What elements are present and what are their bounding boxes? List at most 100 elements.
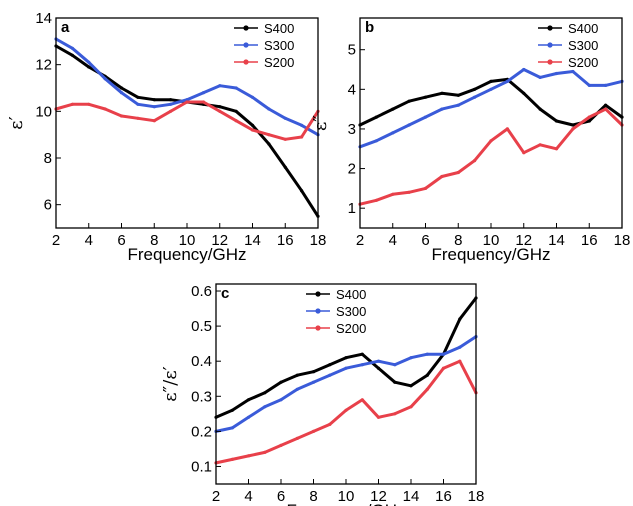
legend-label-s400: S400 bbox=[264, 21, 294, 36]
data-point bbox=[489, 87, 493, 91]
legend-label-s300: S300 bbox=[568, 38, 598, 53]
y-tick-label: 3 bbox=[348, 121, 356, 138]
data-point bbox=[250, 95, 255, 99]
y-tick-label: 12 bbox=[35, 57, 52, 74]
data-point bbox=[458, 345, 462, 349]
data-point bbox=[218, 105, 222, 109]
data-point bbox=[571, 123, 575, 127]
data-point bbox=[522, 151, 526, 155]
series-line-s400 bbox=[55, 44, 320, 218]
x-tick-label: 8 bbox=[150, 232, 158, 249]
data-point bbox=[295, 387, 299, 391]
data-point bbox=[152, 98, 156, 102]
data-point bbox=[300, 123, 304, 127]
data-point bbox=[267, 133, 271, 137]
series-s400 bbox=[54, 44, 320, 218]
data-point bbox=[425, 352, 429, 356]
x-tick-label: 14 bbox=[403, 488, 420, 505]
x-tick-label: 4 bbox=[244, 488, 252, 505]
y-tick-label: 10 bbox=[35, 103, 52, 120]
data-point bbox=[295, 436, 299, 440]
x-tick-label: 2 bbox=[356, 232, 364, 249]
x-tick-label: 12 bbox=[515, 232, 532, 249]
data-point bbox=[119, 114, 124, 118]
data-point bbox=[604, 107, 608, 111]
data-point bbox=[440, 91, 444, 95]
data-point bbox=[522, 91, 526, 95]
data-point bbox=[87, 60, 91, 64]
data-point bbox=[119, 91, 124, 95]
data-point bbox=[279, 443, 283, 447]
data-point bbox=[70, 102, 74, 106]
data-point bbox=[391, 107, 395, 111]
legend: S400 S300 S200 bbox=[234, 21, 294, 70]
data-point bbox=[409, 384, 413, 388]
legend: S400 S300 S200 bbox=[306, 287, 366, 336]
data-point bbox=[311, 429, 316, 433]
x-tick-label: 16 bbox=[435, 488, 452, 505]
x-tick-label: 18 bbox=[468, 488, 485, 505]
data-point bbox=[360, 352, 364, 356]
data-point bbox=[279, 398, 283, 402]
data-point bbox=[489, 79, 493, 83]
data-point bbox=[505, 79, 509, 83]
x-tick-label: 16 bbox=[581, 232, 598, 249]
legend-marker-s200 bbox=[315, 325, 321, 331]
data-point bbox=[300, 189, 304, 193]
x-tick-label: 2 bbox=[52, 232, 60, 249]
data-point bbox=[70, 53, 74, 57]
legend-marker-s300 bbox=[315, 308, 321, 314]
data-point bbox=[218, 84, 222, 88]
data-point bbox=[458, 317, 462, 321]
data-point bbox=[136, 95, 140, 99]
series-s400 bbox=[214, 296, 478, 419]
y-axis-label: ε″/ε′ bbox=[160, 366, 181, 402]
series-line-s200 bbox=[55, 100, 320, 141]
data-point bbox=[328, 363, 332, 367]
legend-marker-s200 bbox=[547, 59, 553, 65]
data-point bbox=[136, 116, 140, 120]
x-tick-label: 12 bbox=[211, 232, 228, 249]
y-tick-label: 6 bbox=[44, 197, 52, 214]
data-point bbox=[393, 412, 397, 416]
data-point bbox=[440, 107, 444, 111]
legend-marker-s400 bbox=[243, 25, 249, 31]
y-axis-label: ε″ bbox=[310, 115, 331, 131]
data-point bbox=[407, 123, 411, 127]
legend-label-s200: S200 bbox=[264, 55, 294, 70]
y-tick-label: 8 bbox=[44, 150, 52, 167]
legend-label-s200: S200 bbox=[568, 55, 598, 70]
data-point bbox=[344, 356, 348, 360]
data-point bbox=[70, 46, 74, 50]
data-point bbox=[328, 373, 332, 377]
data-point bbox=[571, 127, 575, 131]
x-tick-label: 16 bbox=[277, 232, 294, 249]
legend-label-s300: S300 bbox=[336, 304, 366, 319]
data-point bbox=[538, 107, 542, 111]
data-point bbox=[136, 102, 140, 106]
x-axis-label: Frequency/GHz bbox=[431, 245, 550, 264]
legend-marker-s200 bbox=[243, 59, 249, 65]
data-point bbox=[234, 109, 238, 113]
data-point bbox=[103, 107, 107, 111]
x-tick-label: 18 bbox=[310, 232, 327, 249]
data-point bbox=[201, 100, 205, 104]
y-tick-label: 1 bbox=[348, 200, 356, 217]
data-point bbox=[152, 119, 156, 123]
data-point bbox=[425, 373, 429, 377]
data-point bbox=[311, 370, 316, 374]
data-point bbox=[393, 363, 397, 367]
series-line-s400 bbox=[359, 77, 623, 127]
data-point bbox=[328, 422, 332, 426]
data-point bbox=[522, 67, 526, 72]
data-point bbox=[201, 91, 205, 95]
data-point bbox=[344, 366, 348, 370]
data-point bbox=[538, 143, 542, 147]
legend-marker-s400 bbox=[315, 291, 321, 297]
x-tick-label: 4 bbox=[85, 232, 93, 249]
data-point bbox=[246, 398, 251, 402]
x-tick-label: 14 bbox=[244, 232, 261, 249]
data-point bbox=[267, 142, 271, 146]
data-point bbox=[283, 137, 287, 141]
